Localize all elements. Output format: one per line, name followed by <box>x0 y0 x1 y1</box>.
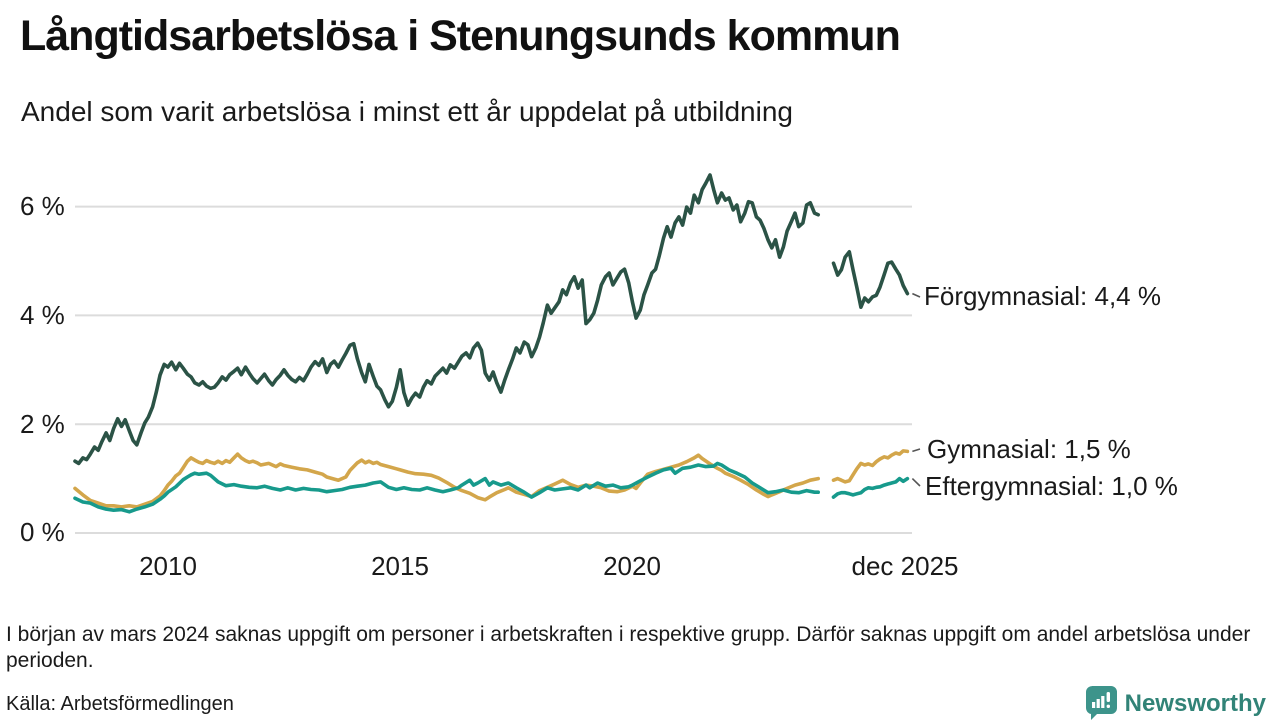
y-axis-tick-0: 0 % <box>20 517 65 547</box>
newsworthy-bubble-chart-icon <box>1085 686 1117 720</box>
y-axis-tick-2: 2 % <box>20 409 65 439</box>
page-title: Långtidsarbetslösa i Stenungsunds kommun <box>20 12 901 60</box>
series-label-gymnasial: Gymnasial: 1,5 % <box>927 434 1131 464</box>
x-axis-tick-2010: 2010 <box>139 551 197 581</box>
y-axis-tick-6: 6 % <box>20 191 65 221</box>
page-subtitle: Andel som varit arbetslösa i minst ett å… <box>21 96 793 127</box>
series-label-eftergymnasial: Eftergymnasial: 1,0 % <box>925 471 1178 501</box>
newsworthy-logo: Newsworthy <box>1085 686 1266 720</box>
x-axis-tick-2020: 2020 <box>603 551 661 581</box>
footnote: I början av mars 2024 saknas uppgift om … <box>6 623 1251 672</box>
x-axis-tick-dec-2025: dec 2025 <box>851 551 959 581</box>
source-attribution: Källa: Arbetsförmedlingen <box>6 693 234 715</box>
series-label-forgymnasial: Förgymnasial: 4,4 % <box>924 281 1161 311</box>
newsworthy-wordmark: Newsworthy <box>1124 689 1266 717</box>
x-axis-tick-2015: 2015 <box>371 551 429 581</box>
y-axis-tick-4: 4 % <box>20 300 65 330</box>
